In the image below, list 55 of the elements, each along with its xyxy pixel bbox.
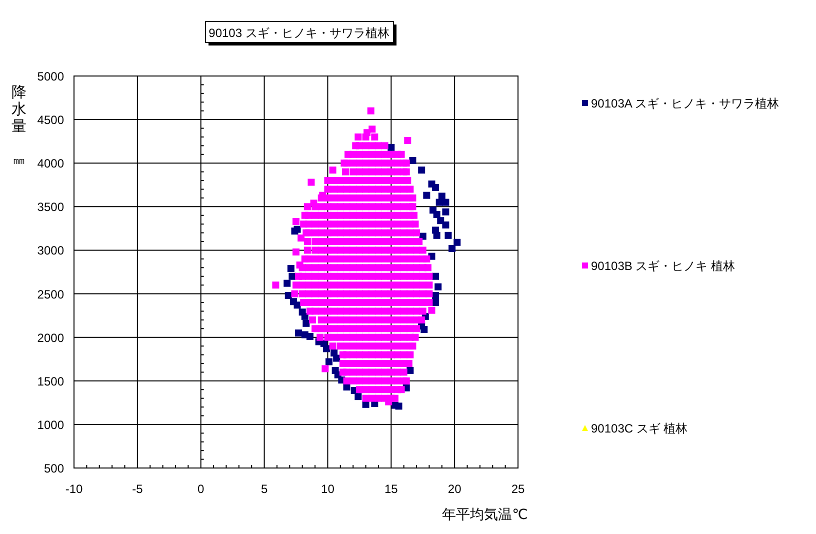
point [433, 211, 440, 218]
y-tick-label: 4500 [37, 113, 64, 128]
y-tick-label: 1000 [37, 418, 64, 432]
point [288, 272, 296, 280]
point [420, 326, 428, 333]
title: 90103 スギ・ヒノキ・サワラ植林 [205, 21, 396, 46]
y-tick-label: 5000 [37, 70, 64, 84]
point [325, 358, 332, 366]
point [295, 329, 302, 336]
y-tick-label: 1500 [37, 374, 64, 388]
point [454, 238, 461, 246]
point [418, 166, 426, 174]
text: 降水量㎜ [12, 84, 26, 167]
y-tick-label: 2000 [37, 330, 64, 345]
point [423, 192, 430, 199]
point [287, 265, 294, 272]
legend-label: 90103B スギ・ヒノキ 植林 [591, 259, 736, 273]
x-tick-label: 10 [321, 482, 335, 496]
y-tick-label: 3500 [37, 200, 64, 214]
point [391, 402, 398, 409]
legend-label: 90103C スギ 植林 [591, 422, 688, 436]
x-tick-label: 25 [511, 482, 525, 496]
point [432, 298, 440, 306]
point [434, 283, 442, 290]
chart-title: 90103 スギ・ヒノキ・サワラ植林 [208, 26, 390, 40]
point [438, 192, 446, 200]
point [448, 244, 456, 252]
y-tick-label: 500 [44, 462, 64, 476]
point [442, 221, 450, 228]
x-tick-label: -10 [65, 482, 83, 496]
point [409, 157, 416, 164]
x-tick-label: -5 [132, 482, 144, 496]
point [302, 320, 310, 327]
x-tick-label: 0 [198, 482, 205, 496]
point [332, 366, 339, 374]
y-tick-label: 4000 [37, 156, 64, 171]
x-tick-label: 15 [384, 482, 398, 496]
point [433, 232, 440, 239]
point [330, 350, 338, 357]
y-tick-label: 3000 [37, 244, 64, 258]
point [290, 298, 297, 306]
point [354, 393, 362, 400]
point [432, 272, 440, 280]
y-tick-label: 2500 [37, 287, 64, 302]
point [294, 226, 301, 233]
legend-label: 90103A スギ・ヒノキ・サワラ植林 [591, 96, 780, 110]
point [442, 208, 450, 216]
point [432, 184, 440, 191]
point [432, 292, 440, 300]
x-tick-label: 20 [448, 482, 462, 496]
point [444, 232, 452, 239]
point [284, 280, 291, 287]
x-axis-title: 年平均気温℃ [442, 506, 528, 522]
point [298, 308, 306, 316]
x-tick-label: 5 [260, 482, 268, 496]
